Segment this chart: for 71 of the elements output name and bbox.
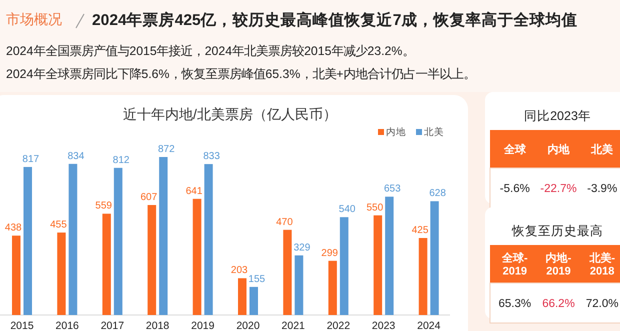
bar	[148, 205, 156, 315]
x-tick-label: 2022	[326, 320, 350, 331]
x-tick-label: 2019	[191, 320, 215, 331]
x-tick-label: 2024	[417, 320, 441, 331]
bar	[68, 164, 78, 315]
text: -22.7%	[540, 183, 577, 195]
data-label: 817	[22, 154, 40, 165]
x-tick-label: 2020	[236, 320, 260, 331]
data-label: 155	[248, 274, 266, 285]
text: 72.0%	[586, 298, 618, 310]
text: 北美- 2018	[588, 252, 616, 278]
bar	[250, 286, 258, 315]
text: -3.9%	[587, 183, 618, 195]
text: -5.6%	[500, 183, 530, 195]
data-label: 455	[50, 220, 68, 231]
text: 65.3%	[498, 298, 532, 310]
bar	[204, 164, 213, 315]
x-tick-label: 2021	[282, 320, 306, 331]
data-label: 540	[338, 204, 356, 216]
text: 2024年票房425亿，较历史最高峰值恢复近7成，恢复率高于全球均值	[92, 10, 578, 29]
x-tick-label: 2015	[10, 320, 34, 331]
bar	[430, 201, 439, 315]
data-label: 628	[429, 188, 446, 200]
data-label: 834	[68, 150, 85, 162]
data-label: 607	[140, 192, 158, 204]
bar	[114, 168, 122, 315]
x-tick-label: 2018	[146, 320, 170, 331]
bar	[192, 198, 202, 315]
bar	[340, 217, 348, 315]
data-label: 833	[203, 151, 220, 162]
text: 恢复至历史最高	[511, 223, 603, 238]
x-tick-label: 2023	[372, 320, 396, 331]
bar	[57, 232, 66, 315]
bar	[374, 215, 382, 315]
text: 全球- 2019	[500, 252, 528, 278]
data-label: 425	[412, 224, 429, 236]
data-label: 641	[186, 186, 203, 197]
bar	[385, 196, 394, 315]
data-label: 470	[276, 216, 294, 228]
bar	[294, 255, 304, 315]
chart-title: 近十年内地/北美票房（亿人民币）	[123, 106, 337, 122]
data-label: 559	[95, 200, 112, 212]
text: 市场概况	[6, 11, 62, 27]
data-label: 329	[294, 242, 311, 254]
bar	[328, 260, 337, 315]
legend-label: 北美	[424, 126, 444, 138]
text: 66.2%	[542, 298, 575, 310]
bar	[418, 238, 428, 315]
text: 全球	[502, 143, 527, 156]
data-label: 203	[230, 265, 248, 276]
data-label: 299	[321, 248, 338, 259]
x-tick-label: 2016	[56, 320, 80, 331]
text: 内地	[548, 143, 570, 156]
bar	[159, 157, 168, 315]
text: 内地- 2019	[546, 252, 572, 278]
text: 北美	[590, 143, 614, 156]
bar	[238, 278, 246, 315]
data-label: 653	[384, 184, 402, 195]
bar	[24, 166, 32, 315]
data-label: 812	[112, 154, 130, 166]
bar	[12, 236, 20, 315]
data-label: 438	[4, 222, 22, 234]
text: 2024年全国票房产值与2015年接近，2024年北美票房较2015年减少23.2%。	[6, 44, 414, 58]
legend-label: 内地	[386, 126, 406, 138]
bar	[283, 230, 292, 315]
bar	[102, 214, 111, 315]
data-label: 872	[158, 144, 176, 155]
text: 同比2023年	[524, 109, 591, 123]
text: 2024年全球票房同比下降5.6%，恢复至票房峰值65.3%，北美+内地合计仍占一半以上。	[6, 67, 476, 81]
data-label: 550	[366, 202, 384, 214]
x-tick-label: 2017	[100, 320, 124, 331]
